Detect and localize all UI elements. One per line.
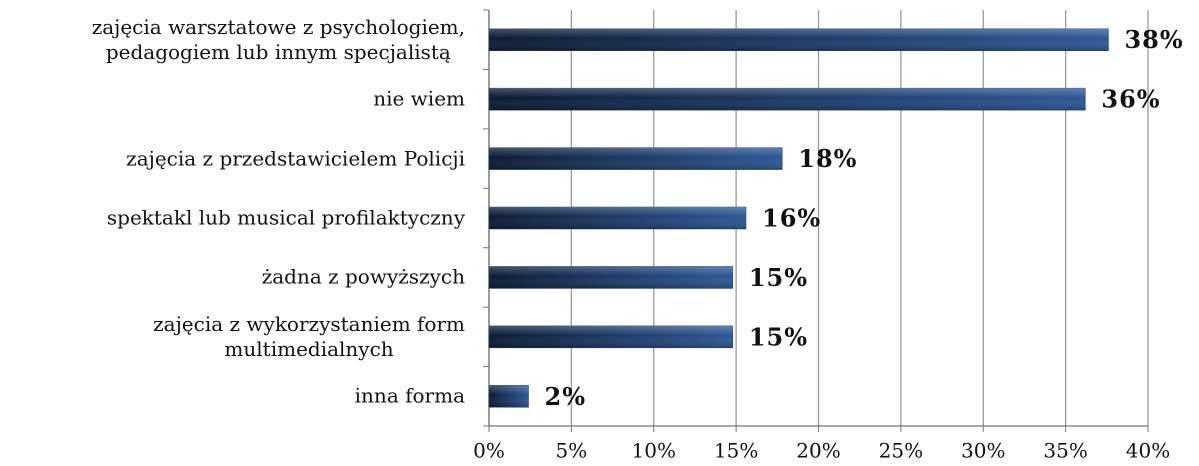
y-tick-label: inna forma: [354, 383, 465, 408]
x-tick-label: 30%: [961, 439, 1005, 463]
y-tick-label: spektakl lub musical profilaktyczny: [106, 205, 465, 230]
bar-shade: [489, 266, 733, 289]
x-tick-label: 35%: [1043, 439, 1087, 463]
bar-shade: [489, 325, 733, 348]
x-tick-label: 25%: [879, 439, 923, 463]
bar-shade: [489, 385, 529, 408]
y-tick-label: zajęcia z wykorzystaniem form multimedia…: [153, 311, 465, 361]
y-tick-label: żadna z powyższych: [261, 264, 465, 289]
x-tick-label: 5%: [556, 439, 588, 463]
bar-shade: [489, 147, 783, 170]
value-label: 2%: [545, 382, 587, 411]
bar-shade: [489, 28, 1109, 51]
value-label: 15%: [749, 263, 808, 292]
y-tick-label: nie wiem: [373, 86, 465, 111]
bar-shade: [489, 207, 747, 229]
y-tick-label: zajęcia z przedstawicielem Policji: [126, 146, 465, 171]
value-label: 36%: [1101, 85, 1160, 114]
y-tick-label: zajęcia warsztatowe z psychologiem, peda…: [91, 14, 465, 64]
x-tick-label: 20%: [796, 439, 840, 463]
x-tick-label: 15%: [714, 439, 758, 463]
bar-shade: [489, 88, 1086, 111]
x-tick-label: 0%: [473, 439, 505, 463]
value-label: 18%: [798, 144, 857, 173]
value-label: 16%: [762, 204, 821, 233]
x-tick-label: 10%: [632, 439, 676, 463]
value-label: 38%: [1124, 25, 1183, 54]
value-label: 15%: [749, 322, 808, 351]
x-tick-label: 40%: [1126, 439, 1170, 463]
